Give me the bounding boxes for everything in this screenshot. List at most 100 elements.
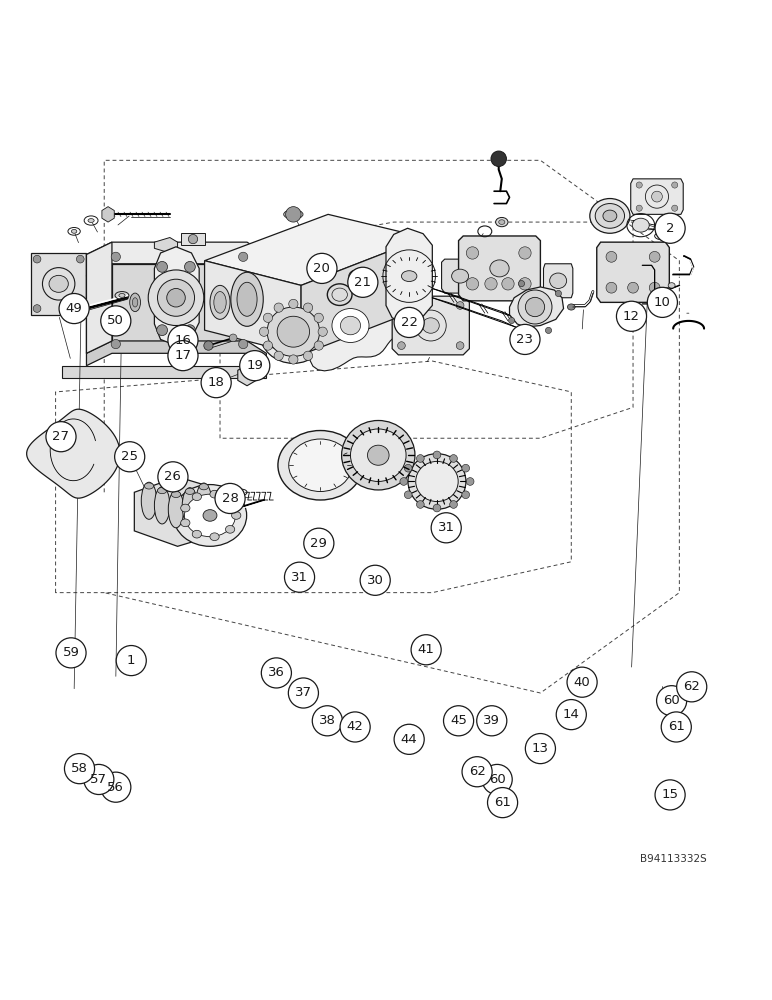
Circle shape	[303, 351, 313, 360]
Circle shape	[400, 478, 408, 485]
Ellipse shape	[663, 287, 670, 293]
Text: 57: 57	[90, 773, 107, 786]
Ellipse shape	[231, 272, 263, 326]
Circle shape	[509, 317, 515, 324]
Text: 27: 27	[52, 430, 69, 443]
Polygon shape	[112, 264, 247, 341]
Circle shape	[649, 251, 660, 262]
Text: 61: 61	[494, 796, 511, 809]
Circle shape	[655, 213, 685, 243]
Ellipse shape	[171, 491, 181, 498]
Ellipse shape	[49, 275, 68, 292]
Ellipse shape	[267, 307, 320, 356]
Ellipse shape	[203, 510, 217, 521]
Text: 19: 19	[246, 359, 263, 372]
Circle shape	[477, 706, 506, 736]
Circle shape	[466, 478, 474, 485]
Circle shape	[100, 772, 130, 802]
Circle shape	[157, 261, 168, 272]
Polygon shape	[543, 264, 573, 298]
Text: 13: 13	[532, 742, 549, 755]
Circle shape	[433, 504, 441, 512]
Circle shape	[449, 455, 457, 462]
Ellipse shape	[668, 283, 675, 288]
Text: 15: 15	[662, 788, 679, 801]
Text: 50: 50	[107, 314, 124, 327]
Text: 10: 10	[654, 296, 671, 309]
Text: 40: 40	[574, 676, 591, 689]
Ellipse shape	[332, 309, 369, 343]
Circle shape	[398, 302, 405, 309]
Ellipse shape	[157, 487, 167, 494]
Ellipse shape	[657, 292, 664, 297]
Circle shape	[284, 562, 314, 592]
Circle shape	[431, 513, 461, 543]
Text: 1: 1	[127, 654, 136, 667]
Ellipse shape	[210, 533, 219, 541]
Text: 58: 58	[71, 762, 88, 775]
Circle shape	[616, 301, 646, 331]
Text: 22: 22	[401, 316, 418, 329]
Polygon shape	[442, 259, 479, 293]
Text: 39: 39	[483, 714, 500, 727]
Polygon shape	[301, 238, 425, 355]
Circle shape	[168, 341, 198, 371]
Text: 41: 41	[418, 643, 435, 656]
Circle shape	[360, 565, 390, 595]
Text: B94113332S: B94113332S	[640, 854, 706, 864]
Ellipse shape	[132, 298, 137, 307]
Circle shape	[416, 501, 425, 508]
Text: 49: 49	[66, 302, 83, 315]
Ellipse shape	[350, 429, 406, 481]
Circle shape	[239, 252, 248, 261]
Text: 17: 17	[174, 349, 191, 362]
Circle shape	[289, 678, 318, 708]
Ellipse shape	[567, 304, 575, 310]
Circle shape	[488, 788, 517, 818]
Circle shape	[33, 255, 41, 263]
Polygon shape	[86, 264, 112, 353]
Circle shape	[649, 282, 660, 293]
Circle shape	[239, 339, 248, 349]
Polygon shape	[597, 242, 669, 302]
Ellipse shape	[181, 519, 190, 527]
Ellipse shape	[259, 300, 327, 363]
Circle shape	[263, 313, 273, 322]
Ellipse shape	[415, 461, 458, 502]
Circle shape	[116, 646, 146, 676]
Circle shape	[274, 351, 283, 360]
Circle shape	[46, 422, 76, 452]
Circle shape	[405, 464, 412, 472]
Text: 25: 25	[121, 450, 138, 463]
Circle shape	[304, 528, 334, 558]
Ellipse shape	[199, 484, 208, 490]
Circle shape	[314, 341, 323, 350]
Text: 37: 37	[295, 686, 312, 700]
Circle shape	[510, 324, 540, 354]
Circle shape	[263, 341, 273, 350]
Ellipse shape	[284, 210, 303, 219]
Text: 38: 38	[319, 714, 336, 727]
Circle shape	[456, 302, 464, 309]
Ellipse shape	[278, 431, 363, 500]
Circle shape	[556, 700, 586, 730]
Ellipse shape	[595, 204, 625, 228]
Circle shape	[519, 247, 531, 259]
Polygon shape	[510, 287, 564, 327]
Ellipse shape	[340, 316, 361, 335]
Ellipse shape	[632, 218, 649, 232]
Text: 23: 23	[516, 333, 533, 346]
Circle shape	[545, 327, 551, 333]
Text: 45: 45	[450, 714, 467, 727]
Text: 18: 18	[208, 376, 225, 389]
Ellipse shape	[214, 292, 226, 313]
Circle shape	[676, 672, 706, 702]
Ellipse shape	[277, 316, 310, 347]
Text: 16: 16	[174, 334, 191, 347]
Ellipse shape	[496, 217, 508, 227]
Text: 59: 59	[63, 646, 80, 659]
Circle shape	[204, 341, 213, 350]
Circle shape	[215, 483, 245, 514]
Circle shape	[168, 325, 198, 355]
Circle shape	[656, 686, 686, 716]
